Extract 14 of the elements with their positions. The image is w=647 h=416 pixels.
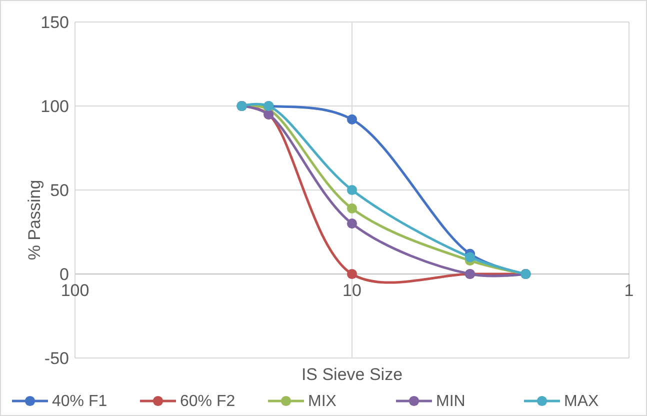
legend-label: MIN [436,393,466,410]
y-tick-label: 150 [40,12,69,32]
legend-label: 60% F2 [180,393,236,410]
y-tick-label: 50 [50,180,69,200]
x-axis-title: IS Sieve Size [301,365,403,384]
x-tick-label: 1 [624,281,634,300]
legend-label: MAX [564,393,599,410]
x-tick-label: 10 [342,281,362,300]
legend-label: MIX [308,393,337,410]
y-axis-title: % Passing [25,180,44,260]
y-tick-label: -50 [44,348,69,368]
y-tick-label: 100 [40,96,69,116]
y-tick-label: 0 [60,264,69,284]
legend-label: 40% F1 [52,393,108,410]
